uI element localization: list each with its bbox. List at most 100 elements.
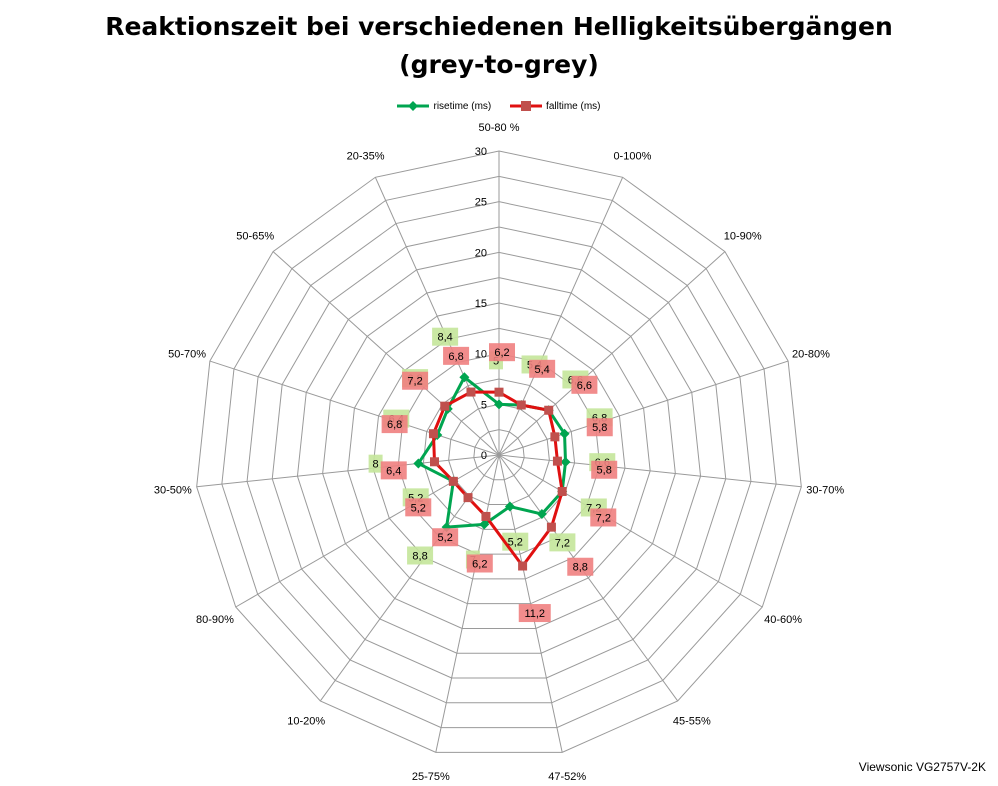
- fall-data-point: [494, 387, 504, 397]
- axis-tick-label: 0: [481, 450, 487, 462]
- fall-data-point: [544, 405, 554, 415]
- fall-data-label-box: [489, 343, 515, 362]
- category-label: 20-80%: [792, 349, 830, 361]
- fall-data-point: [546, 522, 556, 532]
- chart-title: Reaktionszeit bei verschiedenen Helligke…: [0, 8, 998, 84]
- rise-data-point: [560, 456, 571, 467]
- rise-series-line: [416, 375, 568, 529]
- rise-data-point: [459, 372, 470, 383]
- axis-tick-label: 25: [475, 197, 487, 209]
- grid-ring: [322, 277, 676, 629]
- rise-data-point: [479, 519, 490, 530]
- grid-spoke: [235, 454, 500, 608]
- axis-tick-label: 5: [481, 399, 487, 411]
- category-label: 40-60%: [764, 614, 802, 626]
- grid-ring: [296, 251, 702, 654]
- fall-data-label: 6,8: [387, 419, 402, 431]
- fall-data-label-box: [380, 461, 407, 480]
- grid-spoke: [498, 454, 679, 702]
- rise-data-label: 8,4: [437, 332, 452, 344]
- category-label: 20-35%: [347, 150, 385, 162]
- fall-data-label-box: [432, 528, 459, 547]
- axis-tick-label: 10: [475, 349, 487, 361]
- category-label: 47-52%: [548, 771, 586, 783]
- rise-data-label: 8: [373, 459, 379, 471]
- category-label: 50-65%: [236, 231, 274, 243]
- legend-item-rise: risetime (ms): [397, 100, 491, 112]
- grid-spoke: [498, 454, 802, 488]
- axis-tick-label: 30: [475, 146, 487, 158]
- fall-data-point: [552, 456, 562, 466]
- fall-data-label: 5,2: [411, 502, 426, 514]
- fall-series-line: [431, 390, 564, 568]
- fall-data-point: [557, 486, 567, 496]
- grid-spoke: [435, 454, 500, 753]
- rise-data-point: [504, 501, 515, 512]
- fall-data-label-box: [405, 498, 432, 517]
- title-line-1: Reaktionszeit bei verschiedenen Helligke…: [105, 12, 893, 41]
- rise-data-label: 8,8: [412, 551, 427, 563]
- fall-data-point: [550, 432, 560, 442]
- grid-ring: [271, 226, 727, 679]
- grid-ring: [221, 175, 777, 729]
- fall-data-label-box: [529, 359, 556, 378]
- fall-data-label: 5,2: [438, 532, 453, 544]
- grid-spoke: [498, 454, 763, 608]
- fall-data-point: [428, 429, 438, 439]
- grid-spoke: [498, 251, 726, 456]
- fall-data-label: 5,4: [535, 364, 550, 376]
- rise-data-point: [494, 399, 504, 410]
- category-label: 50-80 %: [479, 122, 520, 134]
- grid-spoke: [272, 251, 500, 456]
- legend-label-fall: falltime (ms): [546, 100, 601, 112]
- fall-data-point: [466, 387, 476, 397]
- grid-ring: [347, 302, 651, 605]
- axis-tick-label: 20: [475, 247, 487, 259]
- grid-spoke: [498, 360, 789, 456]
- fall-data-point: [430, 457, 440, 467]
- fall-data-label-box: [567, 557, 594, 576]
- rise-data-label: 7,2: [586, 502, 601, 514]
- rise-series-swatch-icon: [397, 101, 430, 111]
- category-label: 25-75%: [412, 771, 450, 783]
- grid-ring: [422, 378, 576, 530]
- rise-data-label: 7,2: [555, 537, 570, 549]
- fall-data-label: 11,2: [524, 608, 545, 620]
- fall-data-label: 8,8: [573, 562, 588, 574]
- grid-spoke: [374, 177, 500, 456]
- grid-spoke: [196, 454, 500, 488]
- fall-data-point: [518, 561, 528, 571]
- footer-note: Viewsonic VG2757V-2K: [858, 760, 986, 774]
- category-label: 45-55%: [673, 715, 711, 727]
- category-label: 80-90%: [196, 614, 234, 626]
- fall-data-label: 5,8: [592, 422, 607, 434]
- fall-series-swatch-icon: [510, 101, 543, 111]
- fall-data-label: 7,2: [596, 512, 611, 524]
- fall-data-label-box: [590, 508, 617, 527]
- category-label: 30-70%: [806, 484, 844, 496]
- fall-data-label: 6,8: [448, 351, 463, 363]
- rise-data-label-box: [432, 327, 459, 346]
- fall-data-label-box: [591, 460, 618, 479]
- rise-data-label-box: [549, 533, 576, 552]
- fall-data-label: 5,8: [597, 465, 612, 477]
- grid-ring: [246, 201, 752, 704]
- fall-data-point: [463, 493, 473, 503]
- legend: risetime (ms) falltime (ms): [0, 100, 998, 115]
- grid-ring: [196, 150, 802, 753]
- fall-data-label: 7,2: [407, 376, 422, 388]
- rise-data-label: 5: [493, 355, 499, 367]
- fall-data-label: 6,6: [577, 380, 592, 392]
- rise-data-label: 5,2: [508, 537, 523, 549]
- grid-ring: [473, 429, 525, 481]
- category-label: 10-20%: [287, 715, 325, 727]
- fall-data-label-box: [518, 604, 551, 623]
- title-line-2: (grey-to-grey): [399, 50, 599, 79]
- fall-data-point: [448, 476, 458, 486]
- legend-item-fall: falltime (ms): [510, 100, 601, 112]
- category-label: 10-90%: [724, 231, 762, 243]
- fall-data-label-box: [571, 375, 598, 394]
- category-label: 30-50%: [154, 484, 192, 496]
- fall-data-label: 6,2: [494, 347, 509, 359]
- grid-spoke: [209, 360, 500, 456]
